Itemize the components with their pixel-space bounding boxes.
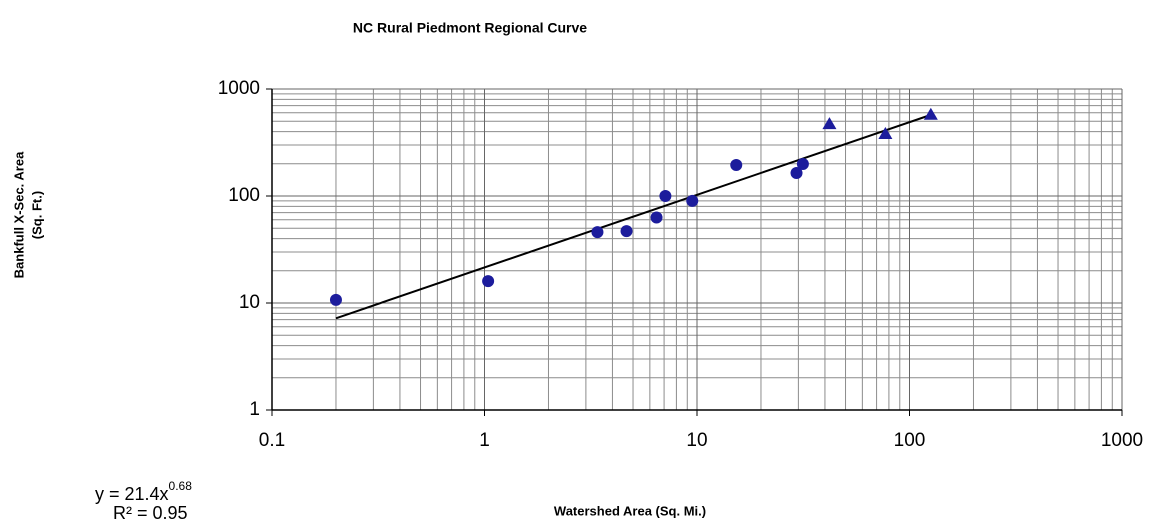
data-point (796, 158, 809, 171)
data-point (923, 107, 938, 120)
data-point (822, 117, 837, 130)
y-tick-label: 10 (239, 292, 260, 313)
x-tick-label: 100 (894, 430, 926, 451)
equation-exponent: 0.68 (169, 479, 193, 493)
data-point (878, 126, 893, 139)
y-axis-label: Bankfull X-Sec. Area (11, 151, 26, 278)
x-tick-label: 1 (479, 430, 490, 451)
x-axis-label: Watershed Area (Sq. Mi.) (554, 503, 706, 518)
data-point (790, 167, 803, 180)
data-point (686, 194, 699, 207)
x-tick-label: 1000 (1101, 430, 1143, 451)
chart-title: NC Rural Piedmont Regional Curve (353, 20, 587, 36)
y-tick-label: 100 (228, 185, 260, 206)
y-axis-label: (Sq. Ft.) (29, 191, 44, 239)
data-point (620, 225, 633, 238)
x-tick-label: 0.1 (259, 430, 285, 451)
data-point (482, 275, 495, 288)
y-tick-label: 1000 (218, 78, 260, 99)
data-point (591, 226, 604, 239)
data-point (329, 293, 342, 306)
data-point (730, 158, 743, 171)
trend-line (335, 114, 931, 320)
data-point (650, 211, 663, 224)
x-tick-label: 10 (686, 430, 707, 451)
equation-base: y = 21.4x (95, 484, 169, 504)
equation: y = 21.4x0.68 (95, 479, 192, 504)
data-point (659, 190, 672, 202)
y-tick-label: 1 (249, 399, 260, 420)
r-squared: R² = 0.95 (113, 503, 188, 523)
